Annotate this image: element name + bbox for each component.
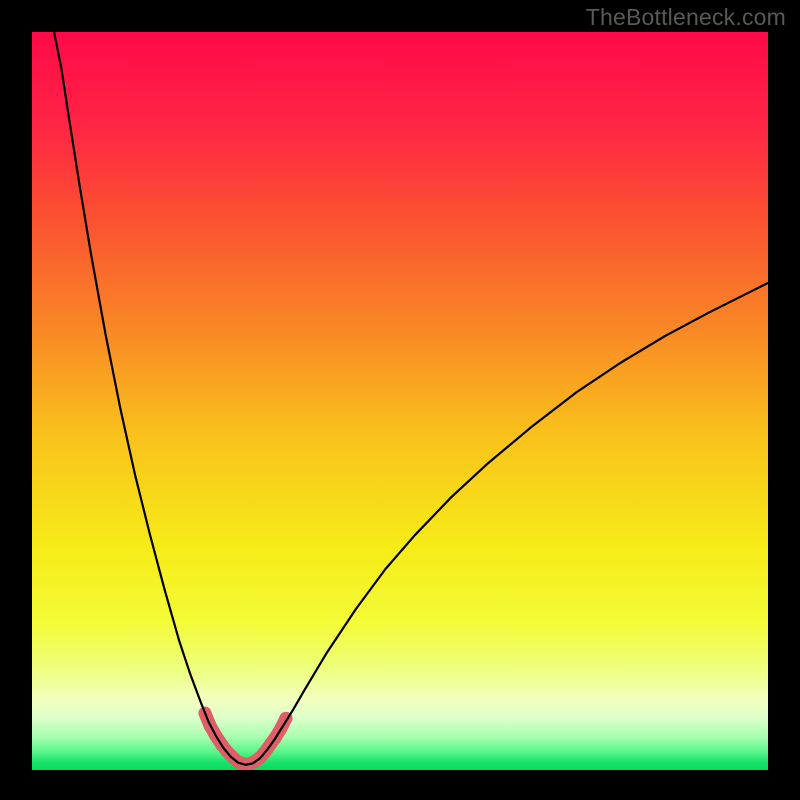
watermark-text: TheBottleneck.com [586,4,786,31]
gradient-background [32,32,768,770]
chart-frame: TheBottleneck.com [0,0,800,800]
plot-svg [32,32,768,770]
plot-area [32,32,768,770]
